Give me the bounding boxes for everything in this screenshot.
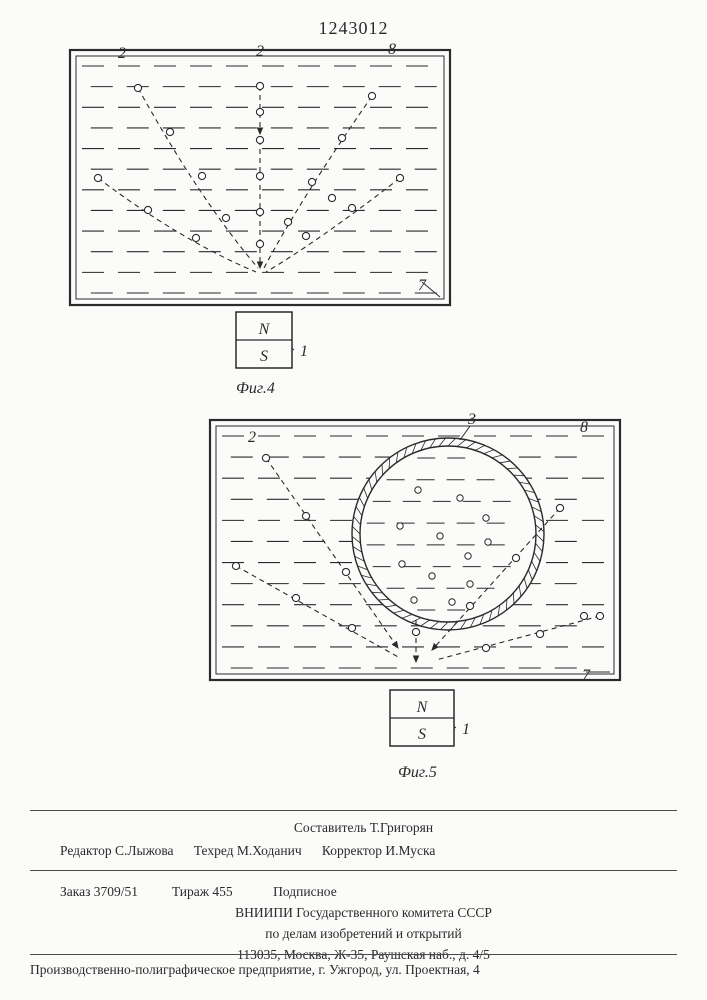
svg-text:S: S	[418, 726, 426, 743]
figure-5: 2 3 8 7 NS 1	[0, 0, 707, 820]
credits-row: Редактор С.Лыжова Техред М.Ходанич Корре…	[60, 841, 667, 862]
editor: Редактор С.Лыжова	[60, 843, 174, 858]
compiler: Составитель Т.Григорян	[60, 818, 667, 839]
order-num: Заказ 3709/51	[60, 884, 138, 899]
patent-page: 1243012 2287NS1 Фиг.4 2387NS1 Фиг.5 Сост…	[0, 0, 707, 1000]
divider	[30, 810, 677, 811]
order-line2: ВНИИПИ Государственного комитета СССР	[60, 903, 667, 924]
podpisnoe: Подписное	[273, 884, 337, 899]
svg-text:3: 3	[467, 411, 476, 428]
divider	[30, 954, 677, 955]
svg-text:7: 7	[582, 667, 591, 684]
corrector: Корректор И.Муска	[322, 843, 435, 858]
footer: Производственно-полиграфическое предприя…	[30, 962, 677, 978]
svg-text:1: 1	[462, 721, 470, 738]
svg-text:N: N	[416, 699, 429, 716]
credits-block: Составитель Т.Григорян Редактор С.Лыжова…	[60, 818, 667, 862]
svg-text:8: 8	[580, 419, 588, 436]
order-line1: Заказ 3709/51 Тираж 455 Подписное	[60, 882, 667, 903]
divider	[30, 870, 677, 871]
techred: Техред М.Ходанич	[194, 843, 302, 858]
tirazh: Тираж 455	[172, 884, 233, 899]
svg-text:2: 2	[248, 429, 256, 446]
fig5-caption: Фиг.5	[398, 764, 437, 782]
order-line3: по делам изобретений и открытий	[60, 924, 667, 945]
